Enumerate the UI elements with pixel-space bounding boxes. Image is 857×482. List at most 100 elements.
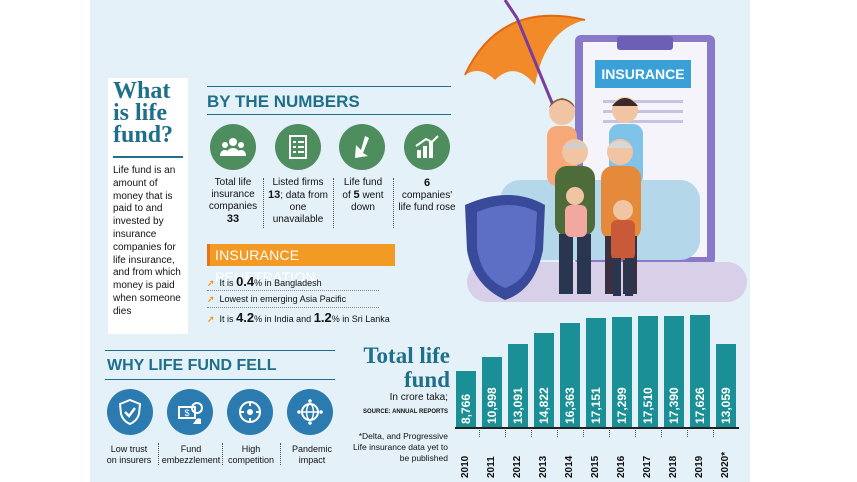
bar-2014 [560, 323, 580, 427]
bar-value-label: 13,059 [719, 387, 733, 424]
why-label-line: embezzlement [161, 455, 221, 465]
axis-tick [661, 427, 662, 437]
shield-check-icon [107, 389, 153, 435]
bar-2013 [534, 333, 554, 427]
bar-2012 [508, 344, 528, 427]
year-text: 2013 [538, 455, 549, 478]
year-label: 2019 [694, 438, 714, 480]
why-heading: WHY LIFE FUND FELL [107, 357, 277, 374]
stat-divider [333, 178, 334, 228]
why-label-line: Low trust [110, 444, 148, 454]
axis-tick [505, 427, 506, 437]
why-label: High competition [224, 444, 278, 466]
lifefund-title-line: is life [113, 100, 167, 126]
stat-listed-firms: Listed firms 13; data from one unavailab… [266, 177, 330, 226]
penetration-text: It is [219, 314, 237, 324]
why-label: Pandemic impact [283, 444, 341, 466]
globe-virus-icon [287, 389, 333, 435]
stat-value: 6 [423, 177, 431, 189]
stat-text: went down [351, 190, 384, 213]
year-text: 2016 [616, 455, 627, 478]
bar-value-label: 17,151 [589, 387, 603, 424]
penetration-value: 4.2 [236, 310, 255, 325]
lifefund-underline [113, 156, 183, 158]
chart-subtitle: In crore taka; [389, 392, 448, 403]
arrow-up-right-icon: ➚ [207, 278, 215, 288]
stat-line: insurance [211, 189, 255, 200]
bar-value-label: 17,510 [641, 387, 655, 424]
bar-value-label: 10,998 [485, 387, 499, 424]
why-divider [280, 443, 281, 465]
stat-value: 33 [226, 213, 240, 225]
stat-divider [393, 178, 394, 228]
penetration-text: It is [219, 278, 237, 288]
why-divider [222, 443, 223, 465]
bar-chart-icon [404, 124, 450, 170]
lifefund-title-line: fund? [113, 122, 174, 148]
penetration-row: ➚ It is 0.4% in Bangladesh [207, 274, 322, 289]
bar-value-label: 17,299 [615, 387, 629, 424]
bar-value-label: 14,822 [537, 387, 551, 424]
why-bottom-rule [105, 379, 335, 380]
stat-value: 5 [353, 189, 360, 201]
insurance-board-label: INSURANCE [601, 66, 684, 82]
penetration-heading: INSURANCE PENETRATION [207, 244, 395, 285]
year-label: 2016 [616, 438, 636, 480]
competition-icon [227, 389, 273, 435]
axis-tick [583, 427, 584, 437]
arrow-up-right-icon: ➚ [207, 314, 215, 324]
year-text: 2012 [512, 455, 523, 478]
penetration-separator [207, 307, 379, 308]
numbers-heading: BY THE NUMBERS [207, 92, 360, 111]
stat-fund-rose: 6 companies' life fund rose [398, 177, 456, 214]
year-text: 2017 [642, 455, 653, 478]
arrow-up-right-icon: ➚ [207, 294, 215, 304]
axis-tick [557, 427, 558, 437]
year-text: 2011 [486, 456, 497, 478]
checklist-icon [275, 124, 321, 170]
axis-tick [713, 427, 714, 437]
bar-value-label: 17,390 [667, 387, 681, 424]
bar-2018 [664, 316, 684, 427]
year-label: 2015 [590, 438, 610, 480]
year-text: 2018 [668, 455, 679, 478]
penetration-separator [207, 290, 379, 291]
year-text: 2020* [720, 451, 731, 478]
penetration-accent [207, 244, 210, 266]
penetration-text: % in India and [254, 314, 314, 324]
penetration-row: ➚ It is 4.2% in India and 1.2% in Sri Lan… [207, 310, 390, 325]
year-label: 2017 [642, 438, 662, 480]
axis-tick [531, 427, 532, 437]
why-label-line: competition [227, 455, 275, 465]
stat-text: companies' life fund rose [398, 190, 456, 213]
year-label: 2020* [720, 438, 740, 480]
why-label: Fund embezzlement [160, 444, 222, 466]
year-label: 2013 [538, 438, 558, 480]
stat-fund-down: Life fund of 5 went down [339, 177, 387, 214]
axis-tick [609, 427, 610, 437]
penetration-row: ➚ Lowest in emerging Asia Pacific [207, 294, 346, 305]
chart-source: SOURCE: ANNUAL REPORTS [362, 409, 448, 415]
year-label: 2010 [460, 438, 480, 480]
people-icon [210, 124, 256, 170]
stat-text: Listed firms [272, 177, 324, 188]
penetration-value: 0.4 [236, 274, 255, 289]
bar-2010 [456, 371, 476, 427]
arrow-down-icon [339, 124, 385, 170]
money-fraud-icon: $ [167, 389, 213, 435]
why-label-line: Fund [180, 444, 202, 454]
why-top-rule [105, 350, 335, 351]
year-text: 2019 [694, 455, 705, 478]
bar-value-label: 17,626 [693, 387, 707, 424]
stat-line: Total life [214, 177, 252, 188]
svg-text:$: $ [184, 408, 189, 418]
penetration-text: Lowest in emerging Asia Pacific [219, 294, 347, 304]
lifefund-title: What is life fund? [113, 79, 188, 148]
lifefund-card [108, 78, 188, 334]
stat-divider [263, 178, 264, 228]
why-label-line: Pandemic [291, 444, 333, 454]
year-text: 2015 [590, 455, 601, 478]
bar-value-label: 16,363 [563, 387, 577, 424]
axis-tick [479, 427, 480, 437]
chart-title: Total life fund [363, 343, 450, 392]
